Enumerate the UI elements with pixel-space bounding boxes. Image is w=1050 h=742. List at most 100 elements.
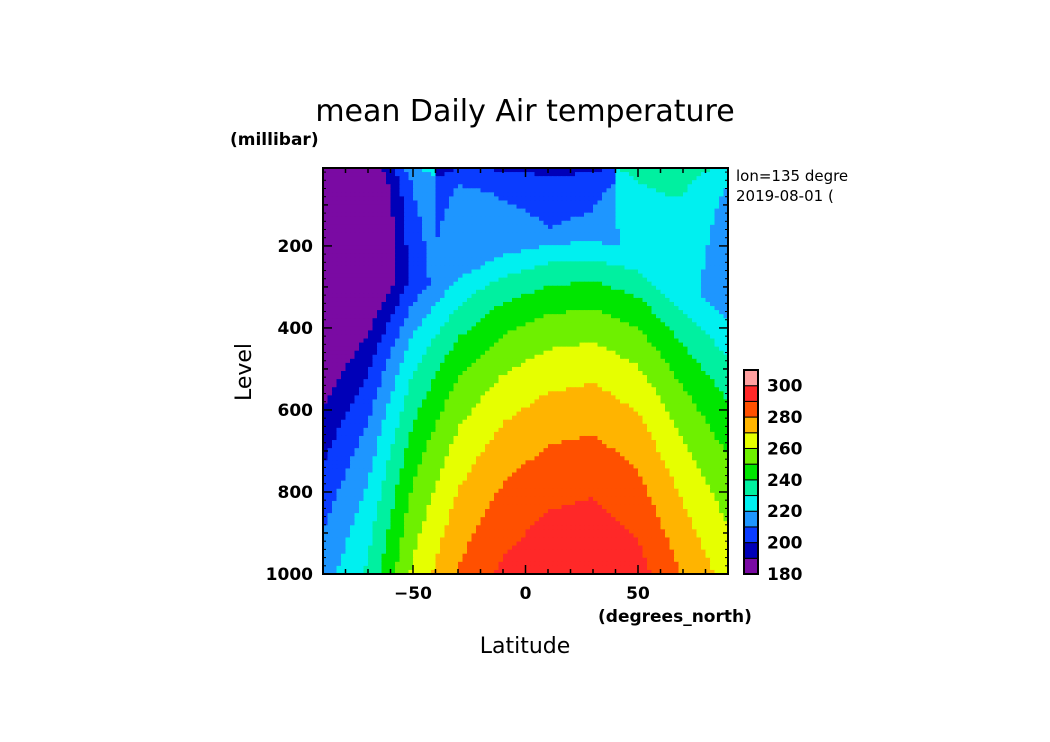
contour-cell: [408, 241, 414, 246]
contour-cell: [561, 168, 567, 173]
contour-cell: [336, 379, 342, 384]
contour-cell: [453, 237, 459, 242]
contour-cell: [624, 168, 630, 173]
contour-cell: [557, 338, 563, 344]
contour-cell: [597, 245, 603, 250]
contour-cell: [651, 338, 657, 344]
contour-cell: [642, 188, 648, 193]
contour-cell: [687, 237, 693, 242]
contour-cell: [674, 322, 680, 327]
contour-cell: [485, 330, 491, 336]
contour-cell: [494, 297, 500, 303]
contour-cell: [494, 342, 500, 348]
contour-cell: [521, 330, 527, 336]
contour-cell: [471, 257, 477, 262]
contour-cell: [327, 220, 333, 226]
contour-cell: [602, 310, 608, 315]
contour-cell: [345, 285, 351, 291]
contour-cell: [651, 301, 657, 307]
contour-cell: [363, 188, 369, 193]
contour-cell: [552, 318, 558, 323]
contour-cell: [651, 192, 657, 198]
contour-cell: [453, 310, 459, 315]
contour-cell: [687, 261, 693, 267]
contour-cell: [629, 269, 635, 275]
contour-cell: [381, 180, 387, 185]
contour-cell: [696, 366, 702, 372]
contour-cell: [489, 253, 495, 258]
contour-cell: [674, 216, 680, 222]
contour-cell: [345, 350, 351, 356]
contour-cell: [665, 379, 671, 384]
contour-cell: [444, 366, 450, 372]
contour-cell: [530, 277, 536, 283]
contour-cell: [597, 310, 603, 315]
contour-cell: [642, 168, 648, 173]
contour-cell: [692, 297, 698, 303]
contour-cell: [503, 228, 509, 234]
contour-cell: [516, 241, 522, 246]
contour-cell: [476, 184, 482, 189]
contour-cell: [705, 265, 711, 271]
contour-cell: [372, 379, 378, 384]
contour-cell: [710, 265, 716, 271]
contour-cell: [525, 391, 531, 396]
contour-cell: [656, 224, 662, 230]
contour-cell: [426, 297, 432, 303]
contour-cell: [480, 301, 486, 307]
contour-cell: [719, 318, 725, 323]
contour-cell: [539, 371, 545, 376]
contour-cell: [611, 184, 617, 189]
contour-cell: [399, 184, 405, 189]
contour-cell: [345, 362, 351, 368]
contour-cell: [417, 253, 423, 258]
contour-cell: [359, 204, 365, 210]
contour-cell: [381, 261, 387, 267]
contour-cell: [521, 273, 527, 279]
contour-cell: [332, 208, 338, 214]
contour-cell: [345, 212, 351, 218]
contour-cell: [413, 204, 419, 210]
contour-cell: [395, 188, 401, 193]
contour-cell: [341, 375, 347, 380]
contour-cell: [552, 200, 558, 206]
contour-cell: [449, 237, 455, 242]
contour-cell: [462, 334, 468, 340]
contour-cell: [597, 204, 603, 210]
contour-cell: [575, 326, 581, 331]
contour-cell: [548, 338, 554, 344]
contour-cell: [458, 232, 464, 238]
contour-cell: [561, 306, 567, 311]
contour-cell: [462, 184, 468, 189]
contour-cell: [395, 245, 401, 250]
contour-cell: [516, 228, 522, 234]
contour-cell: [332, 172, 338, 177]
contour-cell: [543, 184, 549, 189]
y-axis-units: (millibar): [230, 130, 319, 150]
contour-cell: [530, 346, 536, 352]
contour-cell: [413, 330, 419, 336]
contour-cell: [368, 196, 374, 202]
contour-cell: [597, 237, 603, 242]
contour-cell: [534, 257, 540, 262]
contour-cell: [372, 326, 378, 331]
contour-cell: [597, 168, 603, 173]
contour-cell: [683, 277, 689, 283]
contour-cell: [377, 261, 383, 267]
contour-cell: [467, 188, 473, 193]
contour-cell: [687, 350, 693, 356]
contour-cell: [503, 249, 509, 254]
contour-cell: [489, 172, 495, 177]
contour-cell: [692, 310, 698, 315]
contour-cell: [566, 281, 572, 287]
contour-cell: [462, 310, 468, 315]
contour-cell: [494, 383, 500, 388]
contour-cell: [584, 371, 590, 376]
contour-cell: [579, 289, 585, 295]
contour-cell: [462, 322, 468, 327]
contour-cell: [719, 346, 725, 352]
contour-cell: [350, 265, 356, 271]
contour-cell: [327, 168, 333, 173]
contour-cell: [404, 180, 410, 185]
contour-cell: [372, 285, 378, 291]
